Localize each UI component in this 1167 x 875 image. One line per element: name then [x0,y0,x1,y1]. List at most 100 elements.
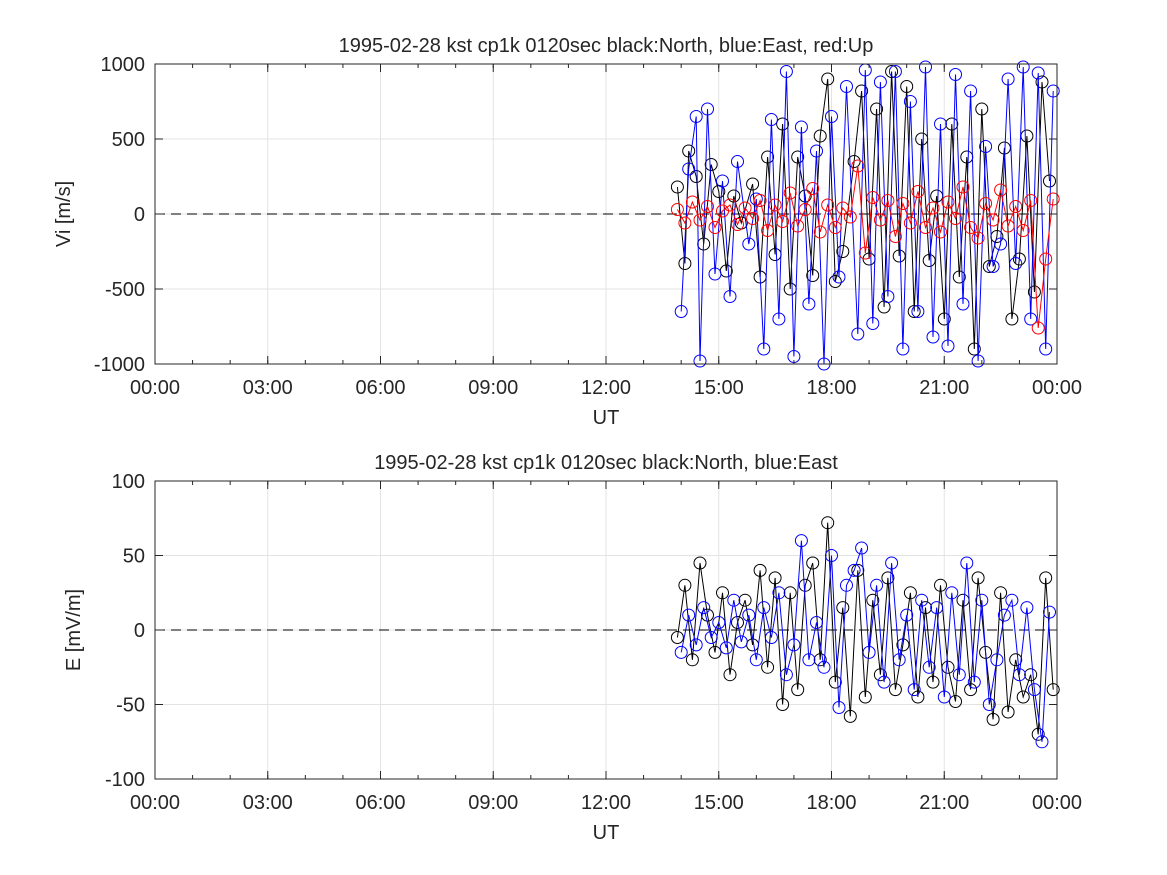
data-point-east [802,653,816,667]
data-point-north [836,245,850,258]
data-point-east [1001,72,1015,86]
data-point-east [881,290,895,303]
data-point-up [919,221,932,234]
data-point-north [1009,653,1023,667]
y-tick-label: 100 [112,471,145,493]
data-point-east [802,297,816,311]
data-point-east [885,556,899,570]
series-line-east [680,66,1054,365]
data-point-north [689,170,703,183]
data-point-up [768,198,782,212]
data-point-north [753,563,767,577]
data-point-east [794,120,808,134]
data-point-east [742,237,756,251]
data-point-up [836,201,850,215]
data-point-north [971,571,985,585]
data-point-north [783,586,797,600]
data-point-north [798,578,812,592]
data-point-up [783,186,797,200]
data-point-east [1043,605,1056,619]
data-point-east [1031,66,1045,80]
data-point-up [941,195,955,209]
data-point-east [926,330,940,344]
data-point-north [911,690,925,704]
data-point-up [911,185,925,198]
data-point-up [956,180,970,194]
data-point-north [949,695,962,708]
y-tick-label: 500 [112,129,145,151]
data-point-east [1005,593,1019,607]
x-tick-label: 00:00 [130,377,180,399]
series-east [674,534,1056,749]
x-tick-label: 12:00 [581,792,631,814]
data-point-east [757,342,771,356]
data-point-up [1031,321,1045,335]
x-tick-label: 09:00 [468,377,518,399]
x-tick-label: 12:00 [581,377,631,399]
data-point-up [964,221,978,234]
data-point-north [813,653,827,667]
data-point-east [919,60,932,74]
data-point-up [843,210,857,224]
data-point-east [764,631,778,644]
data-point-east [1035,735,1049,749]
series-east [674,60,1060,371]
data-point-east [701,102,714,116]
data-point-north [821,516,835,530]
data-point-east [1046,84,1060,98]
data-point-east [810,616,823,629]
data-point-east [779,668,793,682]
data-point-east [1016,60,1030,74]
data-point-east [911,305,925,318]
data-point-east [903,95,917,108]
data-point-up [701,200,714,213]
data-point-east [689,638,703,652]
data-point-north [975,102,989,116]
data-point-north [678,578,692,592]
data-point-east [794,534,808,548]
data-point-east [779,65,793,78]
y-tick-label: 50 [123,546,145,568]
data-point-east [704,631,718,644]
data-point-east [817,660,831,674]
data-point-east [870,578,884,592]
data-point-north [670,180,684,194]
chart-title: 1995-02-28 kst cp1k 0120sec black:North,… [339,35,874,57]
data-point-up [1016,224,1030,237]
data-point-north [892,249,906,263]
data-point-up [1024,194,1038,207]
data-point-east [719,641,733,655]
chart-panel-1: 00:00 03:00 06:00 09:00 12:00 15:00 18:00 21:00… [63,452,1082,844]
y-tick-label: -1000 [94,354,145,376]
data-point-north [866,593,880,607]
data-point-north [1016,690,1030,704]
data-point-east [866,317,880,330]
data-point-north [704,158,718,171]
x-tick-label: 15:00 [694,792,744,814]
data-point-east [697,601,711,615]
data-point-north [738,593,752,607]
x-tick-label: 03:00 [243,792,293,814]
x-tick-label: 21:00 [919,792,969,814]
data-point-east [941,339,955,353]
data-point-north [1046,683,1060,697]
data-point-north [900,80,914,93]
data-point-north [919,601,932,615]
data-point-north [768,571,782,585]
data-point-east [708,267,722,281]
data-point-east [825,549,838,562]
data-point-east [896,342,910,356]
data-point-north [934,578,947,592]
data-point-up [934,225,947,239]
data-point-north [847,155,861,168]
data-point-up [873,213,887,227]
data-point-east [949,68,962,81]
data-point-north [858,690,872,704]
data-point-east [892,653,906,667]
data-point-north [937,312,951,326]
x-tick-label: 06:00 [355,792,405,814]
data-point-east [877,675,891,689]
y-tick-label: -100 [105,769,145,791]
x-tick-label: 09:00 [468,792,518,814]
